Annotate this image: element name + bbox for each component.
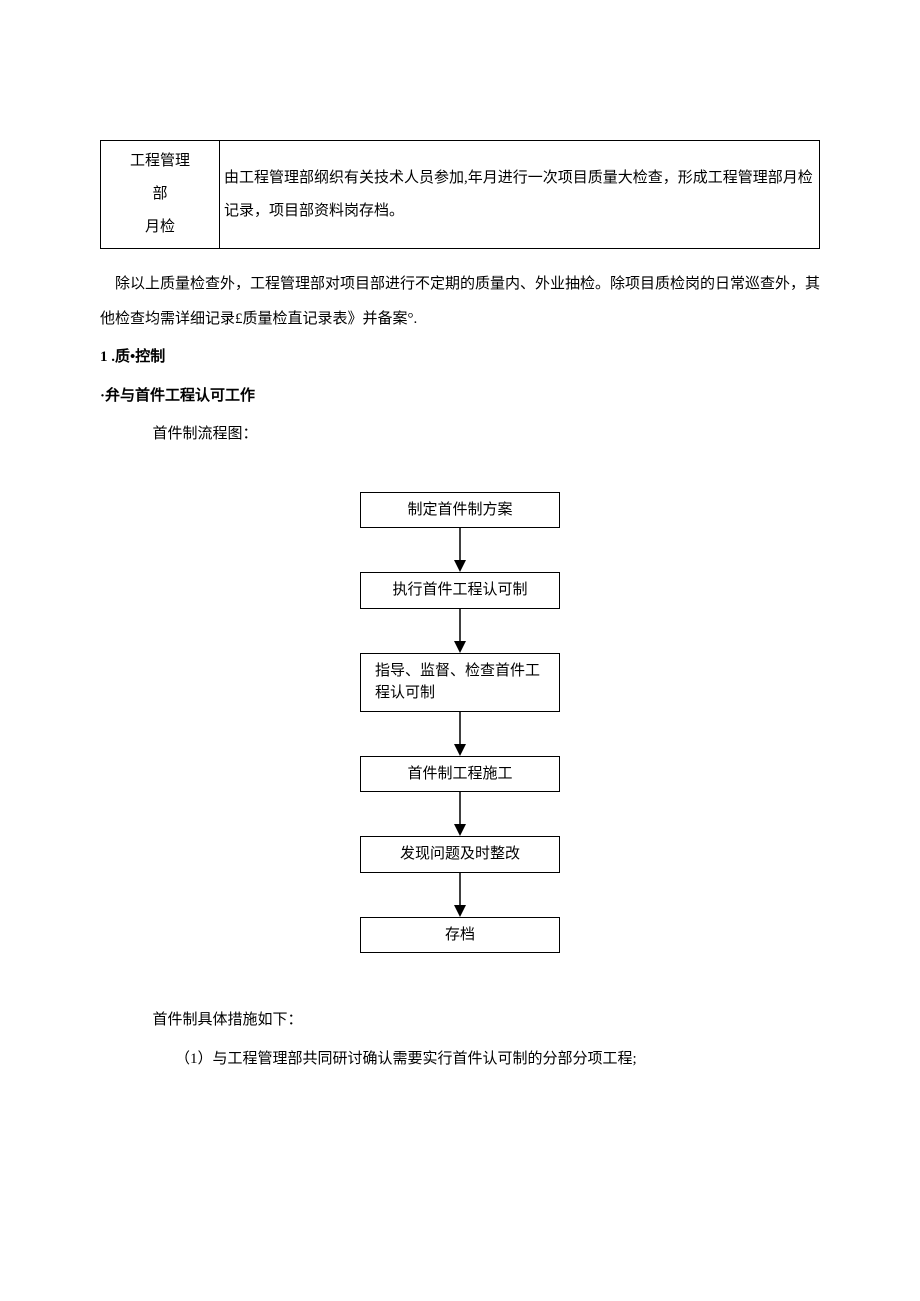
measures-intro: 首件制具体措施如下： (100, 1003, 820, 1038)
section-title: .质•控制 (108, 349, 166, 365)
flow-arrow (459, 792, 461, 836)
measure-item: （1）与工程管理部共同研讨确认需要实行首件认可制的分部分项工程; (100, 1042, 820, 1077)
flowchart-intro: 首件制流程图： (100, 417, 820, 452)
flow-node: 首件制工程施工 (360, 756, 560, 793)
flow-arrow (459, 528, 461, 572)
table-label-cell: 工程管理 部 月检 (101, 141, 220, 249)
flow-arrow (459, 873, 461, 917)
subsection-heading: ·弁与首件工程认可工作 (100, 379, 820, 414)
table-label-line: 月检 (105, 211, 215, 244)
flow-node: 存档 (360, 917, 560, 954)
info-table: 工程管理 部 月检 由工程管理部纲织有关技术人员参加,年月进行一次项目质量大检查… (100, 140, 820, 249)
flow-node: 制定首件制方案 (360, 492, 560, 529)
flow-node: 发现问题及时整改 (360, 836, 560, 873)
flow-node: 指导、监督、检查首件工程认可制 (360, 653, 560, 712)
table-label-line: 部 (105, 178, 215, 211)
section-heading: 1 .质•控制 (100, 340, 820, 375)
section-number: 1 (100, 349, 108, 365)
table-content-cell: 由工程管理部纲织有关技术人员参加,年月进行一次项目质量大检查，形成工程管理部月检… (220, 141, 820, 249)
flow-node: 执行首件工程认可制 (360, 572, 560, 609)
document-page: 工程管理 部 月检 由工程管理部纲织有关技术人员参加,年月进行一次项目质量大检查… (0, 0, 920, 1140)
table-label-line: 工程管理 (105, 145, 215, 178)
flowchart: 制定首件制方案执行首件工程认可制指导、监督、检查首件工程认可制首件制工程施工发现… (340, 492, 580, 954)
flow-arrow (459, 609, 461, 653)
table-row: 工程管理 部 月检 由工程管理部纲织有关技术人员参加,年月进行一次项目质量大检查… (101, 141, 820, 249)
flow-arrow (459, 712, 461, 756)
paragraph: 除以上质量检查外，工程管理部对项目部进行不定期的质量内、外业抽检。除项目质检岗的… (100, 267, 820, 336)
